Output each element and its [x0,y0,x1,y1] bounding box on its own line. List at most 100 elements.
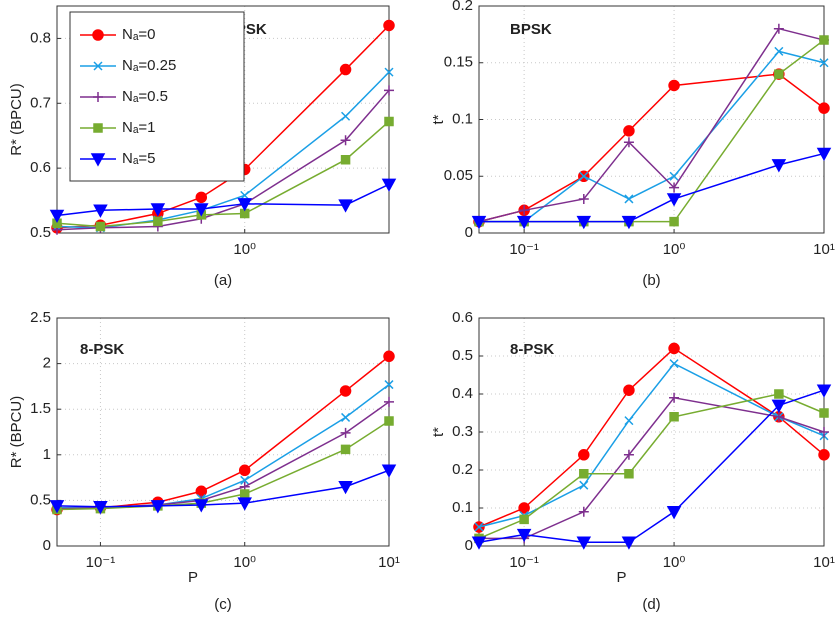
plot-frame [478,5,825,234]
legend-label: Nₐ=0 [122,26,156,43]
data-point [668,79,680,92]
data-point [623,384,635,396]
legend-label: Nₐ=1 [122,119,156,136]
x-tick-label: 10¹ [378,554,400,571]
y-axis-label: R* (BPCU) [8,83,25,156]
data-point [576,215,592,230]
data-point [669,412,679,422]
y-tick-label: 2 [43,355,51,372]
annotation: 8-PSK [510,341,554,358]
data-point [578,506,589,517]
y-axis-label: R* (BPCU) [8,396,25,469]
legend-marker [93,92,103,102]
y-tick-label: 0.4 [452,385,473,402]
y-tick-label: 0.2 [452,0,473,14]
data-point [818,449,830,461]
data-point [579,171,589,181]
data-point [576,536,592,550]
data-point [340,444,351,455]
data-point [341,412,351,422]
caption: (b) [642,272,660,289]
legend-marker [92,29,104,41]
data-point [49,500,65,514]
data-point [194,499,209,513]
data-point [669,171,679,181]
x-tick-label: 10⁰ [233,241,256,258]
data-point [471,536,487,550]
data-point [774,46,784,56]
plot-frame [56,317,390,547]
y-tick-label: 0 [465,224,473,241]
y-tick-label: 0.7 [30,94,51,111]
x-tick-label: 10⁻¹ [86,554,116,571]
data-point [669,359,679,369]
data-point [819,35,829,45]
data-point [153,216,163,227]
caption: (d) [642,596,660,613]
x-axis-label: P [616,569,626,586]
y-axis-label: t* [430,427,447,437]
annotation: BPSK [510,21,552,38]
data-point [49,209,65,224]
x-tick-label: 10⁻¹ [509,241,539,258]
data-point [95,221,106,232]
data-point [474,522,484,532]
annotation: 8-PSK [80,341,124,358]
y-tick-label: 0 [43,537,51,554]
data-point [771,159,787,173]
data-point [240,190,250,200]
legend-label: Nₐ=0.25 [122,57,176,74]
data-point [471,215,487,230]
data-point [381,464,397,478]
data-point [340,427,351,438]
y-tick-label: 0.1 [452,110,473,127]
y-tick-label: 1.5 [30,400,51,417]
data-point [384,67,394,77]
y-tick-label: 0.5 [452,347,473,364]
data-point [773,411,784,422]
data-point [666,506,682,520]
data-point [195,191,208,204]
data-point [819,408,829,418]
data-point [669,216,679,227]
x-axis-label: P [188,569,198,586]
legend-label: Nₐ=0.5 [122,88,168,105]
data-point [338,199,353,213]
data-point [381,178,397,192]
data-point [819,58,829,68]
y-tick-label: 0.3 [452,423,473,440]
data-point [93,501,108,515]
data-point [579,469,589,479]
y-tick-label: 0.5 [30,224,51,241]
data-point [621,215,637,230]
data-point [519,514,529,525]
y-tick-label: 0.15 [444,54,473,71]
data-point [341,111,351,121]
data-point [818,102,830,114]
y-axis-label: t* [430,114,447,124]
data-point [774,389,784,399]
data-point [579,480,589,490]
data-point [339,385,352,397]
data-point [384,116,394,127]
legend-label: Nₐ=5 [122,150,156,167]
y-tick-label: 0.2 [452,461,473,478]
caption: (c) [214,596,232,613]
data-point [819,427,829,437]
caption: (a) [214,272,232,289]
data-point [150,203,166,217]
data-point [816,384,832,398]
data-point [624,416,634,426]
y-tick-label: 0.8 [30,29,51,46]
x-tick-label: 10⁻¹ [509,554,539,571]
data-point [384,396,394,407]
data-point [93,204,108,218]
data-point [771,399,787,413]
legend-marker [90,153,106,167]
data-point [238,464,251,476]
legend-marker [93,61,103,71]
data-point [668,342,680,355]
data-point [340,154,351,165]
x-tick-label: 10¹ [813,554,835,571]
